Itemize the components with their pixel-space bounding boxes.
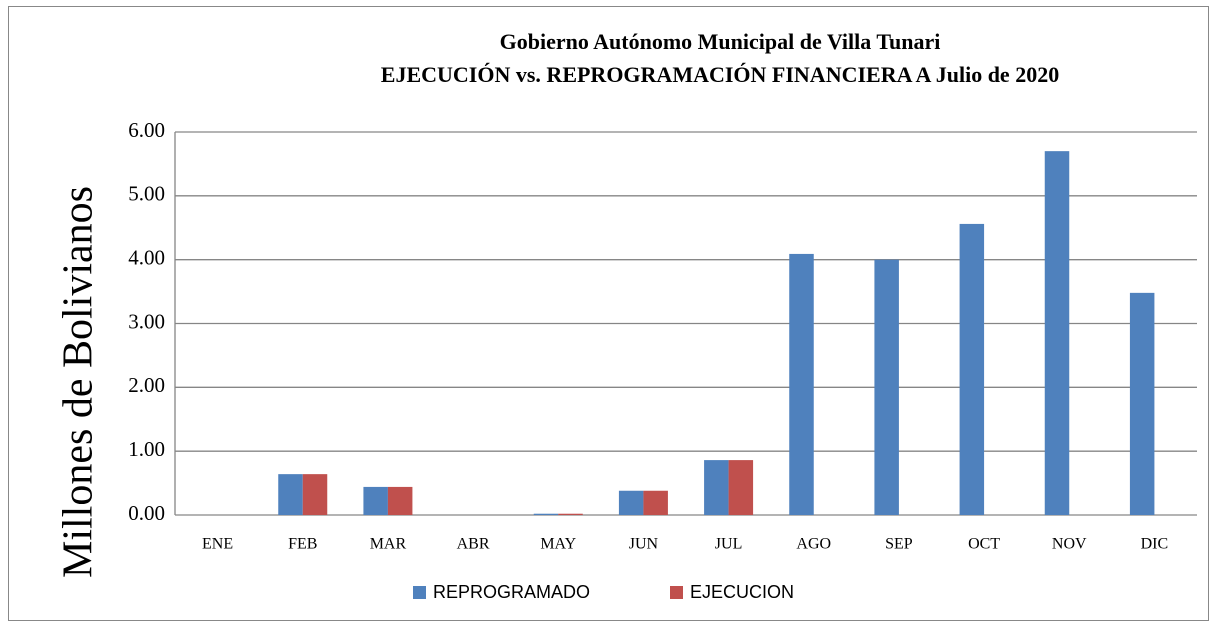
bar: [302, 474, 328, 515]
bar: [643, 490, 668, 515]
y-tick-label: 1.00: [128, 437, 165, 461]
legend-swatch: [413, 586, 426, 599]
y-tick-label: 2.00: [128, 373, 165, 397]
y-tick-label: 5.00: [128, 182, 165, 206]
legend-swatch: [670, 586, 683, 599]
bar: [789, 253, 814, 515]
bar: [387, 486, 413, 515]
chart-border: [8, 6, 1209, 621]
x-tick-label: ENE: [202, 536, 233, 553]
bar: [558, 513, 583, 515]
bar: [618, 490, 644, 515]
chart-subtitle: EJECUCIÓN vs. REPROGRAMACIÓN FINANCIERA …: [381, 62, 1059, 87]
x-tick-label: JUN: [629, 536, 659, 553]
chart-title: Gobierno Autónomo Municipal de Villa Tun…: [500, 29, 941, 54]
x-tick-label: AGO: [796, 536, 831, 553]
bar: [874, 259, 899, 515]
bar: [959, 223, 985, 516]
legend-label: EJECUCION: [690, 582, 794, 602]
x-tick-label: MAY: [540, 536, 576, 553]
y-tick-label: 6.00: [128, 118, 165, 142]
legend-label: REPROGRAMADO: [433, 582, 590, 602]
x-tick-label: NOV: [1052, 536, 1087, 553]
bar: [1044, 151, 1070, 515]
x-tick-label: OCT: [968, 536, 1000, 553]
x-tick-label: ABR: [457, 536, 490, 553]
bar: [704, 460, 729, 515]
x-tick-label: FEB: [288, 536, 317, 553]
bar: [1129, 292, 1155, 515]
y-axis-label: Millones de Bolivianos: [56, 186, 102, 578]
x-tick-label: SEP: [885, 536, 913, 553]
x-tick-label: MAR: [370, 536, 407, 553]
x-tick-label: JUL: [715, 536, 743, 553]
bar: [533, 513, 559, 515]
y-tick-label: 3.00: [128, 309, 165, 333]
bar: [363, 486, 388, 515]
y-tick-label: 4.00: [128, 245, 165, 269]
y-tick-label: 0.00: [128, 501, 165, 525]
x-tick-label: DIC: [1141, 536, 1169, 553]
bar: [728, 460, 754, 515]
bar: [278, 474, 303, 515]
